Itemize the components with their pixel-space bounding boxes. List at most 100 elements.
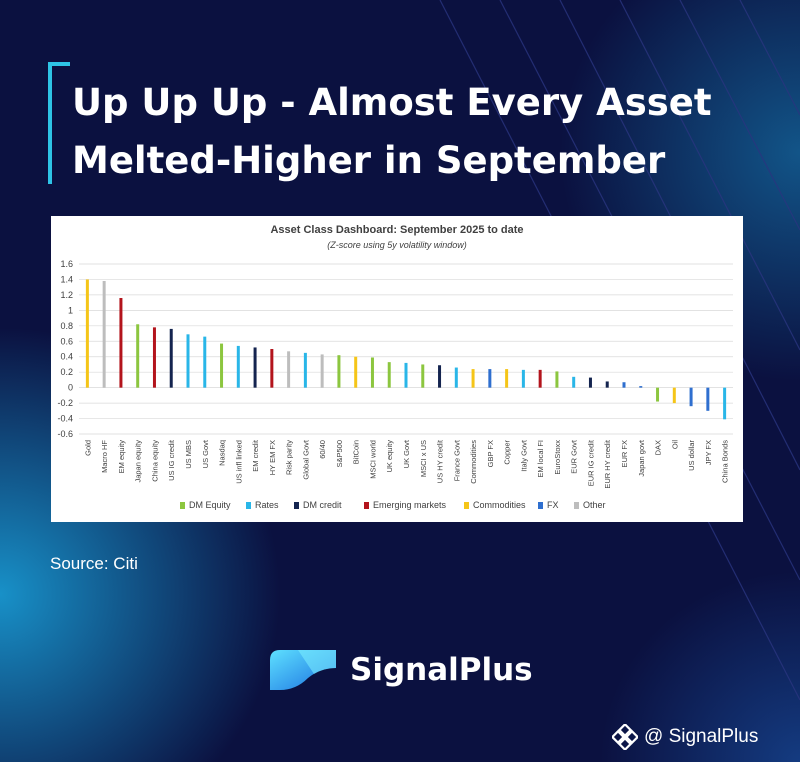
y-tick-label: 1.2 <box>60 290 73 300</box>
x-tick-label: US HY credit <box>436 439 445 483</box>
x-tick-label: Macro HF <box>100 440 109 473</box>
handle-text: @ SignalPlus <box>644 726 759 747</box>
x-tick-label: Nasdaq <box>218 440 227 466</box>
x-tick-label: China equity <box>150 440 159 482</box>
x-tick-label: EUR FX <box>620 440 629 468</box>
x-tick-label: EM credit <box>251 439 260 472</box>
x-tick-label: China Bonds <box>721 440 730 483</box>
bar-chart: 1.6 1.4 1.2 1 0.8 0.6 0.4 0.2 0 -0.2 -0.4 -0.6 Gold M… <box>57 259 733 510</box>
x-tick-label: Japan govt <box>637 439 646 477</box>
brand: SignalPlus <box>268 646 533 694</box>
bar <box>303 352 307 388</box>
y-tick-label: 1.4 <box>60 274 73 284</box>
x-tick-label: Japan equity <box>134 440 143 483</box>
bar <box>639 386 643 388</box>
bar <box>404 362 408 388</box>
bar <box>354 356 358 388</box>
legend-swatch <box>574 502 579 509</box>
bar <box>85 279 89 388</box>
brand-name: SignalPlus <box>350 652 533 688</box>
legend-label: FX <box>547 500 559 510</box>
legend-swatch <box>180 502 185 509</box>
bar <box>689 387 693 407</box>
y-tick-label: 0.6 <box>60 336 73 346</box>
x-tick-label: EUR HY credit <box>603 439 612 489</box>
x-tick-label: Risk parity <box>285 440 294 475</box>
x-tick-label: Commodities <box>469 440 478 484</box>
social-handle: @ SignalPlus <box>612 724 758 750</box>
bar <box>169 328 173 388</box>
legend-swatch <box>464 502 469 509</box>
legend-label: Other <box>583 500 606 510</box>
bar <box>270 349 274 388</box>
bar <box>505 369 509 388</box>
bar <box>588 377 592 388</box>
title-line-1: Up Up Up - Almost Every Asset <box>72 81 712 124</box>
x-tick-label: GBP FX <box>486 440 495 467</box>
bar <box>152 327 156 388</box>
y-tick-label: 0.4 <box>60 352 73 362</box>
x-tick-label: BitCoin <box>352 440 361 464</box>
x-tick-label: EM local FI <box>536 440 545 478</box>
bar <box>253 347 257 388</box>
bar <box>119 298 123 388</box>
bar <box>136 324 140 388</box>
bar <box>572 376 576 388</box>
x-tick-label: EUR IG credit <box>586 439 595 486</box>
x-tick-label: JPY FX <box>704 440 713 465</box>
bar <box>538 369 542 388</box>
bar <box>521 369 525 388</box>
bar <box>203 336 207 388</box>
x-tick-label: HY EM FX <box>268 440 277 475</box>
x-tick-label: US infl linked <box>234 440 243 484</box>
x-tick-label: US dollar <box>687 440 696 471</box>
title-accent-bracket <box>48 62 70 184</box>
x-tick-label: EUR Govt <box>570 439 579 474</box>
bar <box>370 357 374 388</box>
x-tick-label: UK Govt <box>402 439 411 468</box>
bar <box>723 387 727 420</box>
bar <box>287 351 291 388</box>
legend-label: Rates <box>255 500 279 510</box>
x-tick-label: US Govt <box>201 439 210 468</box>
bar <box>421 364 425 388</box>
bar <box>656 387 660 402</box>
legend-label: DM credit <box>303 500 342 510</box>
x-tick-label: EuroStoxx <box>553 440 562 475</box>
x-tick-label: S&P500 <box>335 440 344 468</box>
bar <box>102 281 106 388</box>
bar <box>706 387 710 411</box>
bar <box>236 345 240 388</box>
bar <box>622 382 626 388</box>
legend-label: Emerging markets <box>373 500 447 510</box>
bar <box>555 371 559 388</box>
legend-label: DM Equity <box>189 500 231 510</box>
x-tick-label: DAX <box>654 440 663 455</box>
legend-swatch <box>246 502 251 509</box>
legend-swatch <box>364 502 369 509</box>
bar <box>672 387 676 404</box>
x-tick-label: MSCI world <box>368 440 377 479</box>
y-tick-label: 1 <box>68 305 73 315</box>
bar <box>605 381 609 388</box>
x-tick-label: Oil <box>670 440 679 450</box>
chart-subtitle: (Z-score using 5y volatility window) <box>327 240 467 250</box>
y-tick-label: -0.4 <box>57 414 73 424</box>
bar <box>320 354 324 388</box>
x-tick-label: 60/40 <box>318 440 327 459</box>
x-tick-label: France Govt <box>452 439 461 481</box>
bar <box>488 369 492 388</box>
y-tick-label: 1.6 <box>60 259 73 269</box>
bar <box>438 365 442 388</box>
bar <box>454 367 458 388</box>
source-note: Source: Citi <box>50 554 138 573</box>
bar <box>186 334 190 388</box>
x-tick-label: EM equity <box>117 440 126 474</box>
y-tick-label: 0.2 <box>60 367 73 377</box>
legend-swatch <box>294 502 299 509</box>
x-tick-label: Global Govt <box>301 439 310 480</box>
x-tick-label: US IG credit <box>167 439 176 481</box>
x-tick-label: UK equity <box>385 440 394 473</box>
bar <box>220 343 224 388</box>
x-tick-label: Italy Govt <box>519 439 528 472</box>
